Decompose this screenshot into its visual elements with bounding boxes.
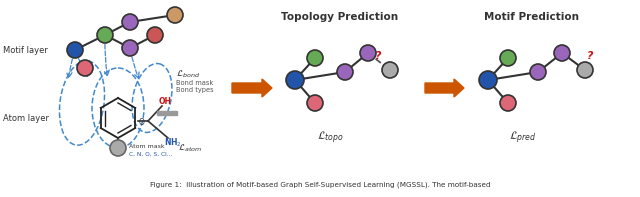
Circle shape — [307, 95, 323, 111]
Circle shape — [577, 62, 593, 78]
Circle shape — [554, 45, 570, 61]
Circle shape — [530, 64, 546, 80]
Text: Bond mask: Bond mask — [176, 80, 213, 86]
Text: $\mathcal{L}_{pred}$: $\mathcal{L}_{pred}$ — [509, 130, 537, 146]
Circle shape — [360, 45, 376, 61]
Text: Bond types: Bond types — [176, 87, 214, 93]
Text: $\mathcal{L}_{atom}$: $\mathcal{L}_{atom}$ — [178, 142, 202, 153]
Circle shape — [147, 27, 163, 43]
Text: $\mathcal{L}_{topo}$: $\mathcal{L}_{topo}$ — [317, 130, 344, 146]
Circle shape — [286, 71, 304, 89]
Circle shape — [500, 95, 516, 111]
Text: C, N, O, S, Cl...: C, N, O, S, Cl... — [129, 151, 172, 156]
Circle shape — [167, 7, 183, 23]
Circle shape — [110, 140, 126, 156]
Circle shape — [122, 14, 138, 30]
Text: ?: ? — [375, 51, 381, 61]
Text: Atom mask: Atom mask — [129, 143, 164, 149]
Text: ?: ? — [587, 51, 593, 61]
Text: Figure 1:  Illustration of Motif-based Graph Self-Supervised Learning (MGSSL). T: Figure 1: Illustration of Motif-based Gr… — [150, 182, 490, 189]
Circle shape — [122, 40, 138, 56]
Text: Motif Prediction: Motif Prediction — [484, 12, 579, 22]
Circle shape — [479, 71, 497, 89]
Bar — [157, 111, 177, 115]
Circle shape — [500, 50, 516, 66]
Text: O: O — [139, 117, 145, 126]
Circle shape — [307, 50, 323, 66]
Text: Motif layer: Motif layer — [3, 46, 48, 55]
Circle shape — [77, 60, 93, 76]
FancyArrow shape — [232, 79, 272, 97]
FancyArrow shape — [425, 79, 464, 97]
Text: $\mathcal{L}_{bond}$: $\mathcal{L}_{bond}$ — [176, 68, 200, 80]
Text: Topology Prediction: Topology Prediction — [282, 12, 399, 22]
Text: NH$_2$: NH$_2$ — [164, 137, 182, 149]
Text: OH: OH — [159, 97, 172, 106]
Circle shape — [382, 62, 398, 78]
Circle shape — [337, 64, 353, 80]
Circle shape — [67, 42, 83, 58]
Text: Atom layer: Atom layer — [3, 113, 49, 123]
Circle shape — [97, 27, 113, 43]
